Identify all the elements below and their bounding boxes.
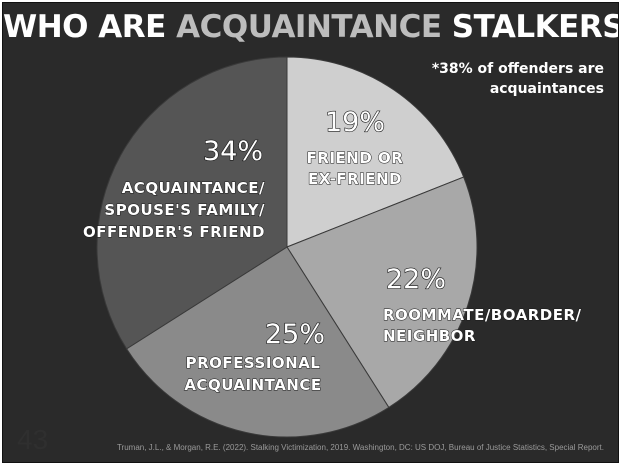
slice-roommate-category-label: NEIGHBOR xyxy=(383,327,476,345)
slice-acquaintance-category-label: SPOUSE'S FAMILY/ xyxy=(104,201,265,219)
slice-acquaintance xyxy=(96,56,288,350)
slice-roommate-category-label: ROOMMATE/BOARDER/ xyxy=(383,306,581,324)
pie-chart: 19% FRIEND OR EX-FRIEND 22% ROOMMATE/BOARDER… xyxy=(82,56,581,438)
page-title: WHO ARE ACQUAINTANCE STALKERS? xyxy=(3,9,618,45)
slice-acquaintance-percent-label: 34% xyxy=(203,136,263,167)
title-accent: ACQUAINTANCE xyxy=(176,9,442,45)
slice-professional-percent-label: 25% xyxy=(265,319,325,350)
slice-friend xyxy=(286,56,465,248)
slice-friend-category-label: FRIEND OR xyxy=(307,149,404,167)
slice-friend-category-label: EX-FRIEND xyxy=(308,170,402,188)
page-number: 43 xyxy=(17,424,49,455)
footnote: *38% of offenders are acquaintances xyxy=(404,59,604,99)
slice-roommate xyxy=(286,176,478,409)
title-suffix: STALKERS? xyxy=(451,9,618,45)
slice-roommate-percent-label: 22% xyxy=(386,264,446,295)
slice-professional xyxy=(125,246,390,438)
footnote-line-1: *38% of offenders are xyxy=(431,61,604,77)
slice-friend-percent-label: 19% xyxy=(325,107,385,138)
citation: Truman, J.L., & Morgan, R.E. (2022). Sta… xyxy=(116,443,604,452)
slice-professional-category-label: ACQUAINTANCE xyxy=(184,376,321,394)
slice-acquaintance-category-label: ACQUAINTANCE/ xyxy=(122,179,265,197)
title-prefix: WHO ARE xyxy=(3,9,177,45)
footnote-line-2: acquaintances xyxy=(489,81,604,97)
slice-acquaintance-category-label: OFFENDER'S FRIEND xyxy=(83,223,265,241)
slice-professional-category-label: PROFESSIONAL xyxy=(186,354,321,372)
